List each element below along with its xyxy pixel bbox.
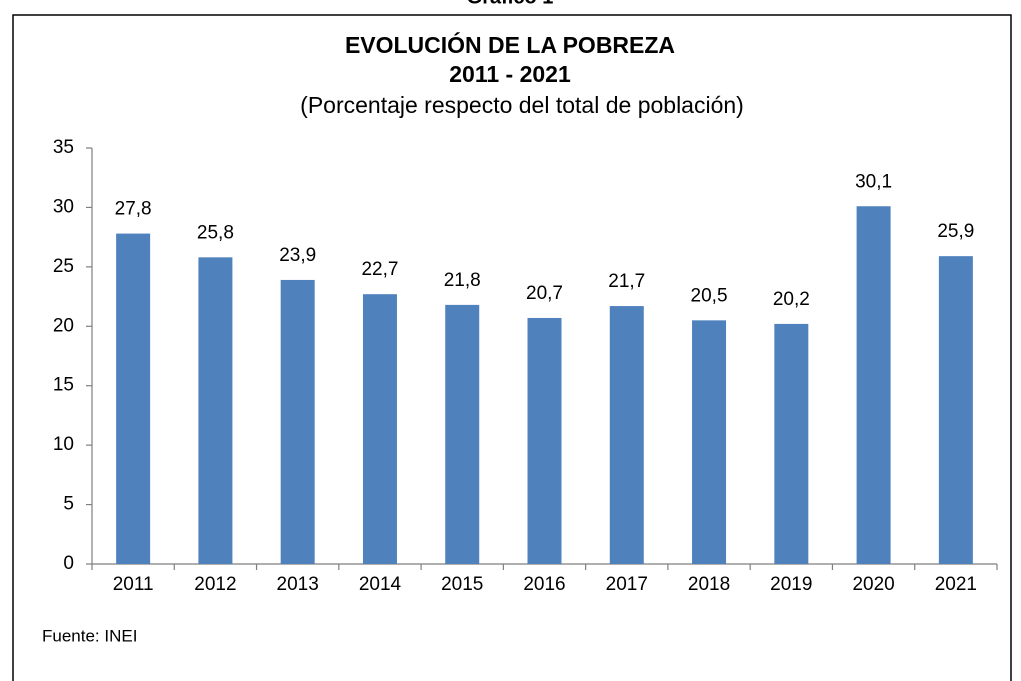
value-label: 25,8 (197, 222, 234, 243)
y-tick-label: 30 (53, 196, 74, 217)
bar (445, 304, 480, 564)
bar (938, 256, 973, 564)
value-label: 20,7 (526, 283, 563, 304)
x-tick-label: 2020 (852, 574, 894, 595)
y-tick-label: 10 (53, 434, 74, 455)
y-tick-label: 15 (53, 375, 74, 396)
value-label: 22,7 (361, 259, 398, 280)
value-label: 27,8 (115, 199, 152, 220)
value-label: 20,2 (773, 289, 810, 310)
x-tick-label: 2013 (277, 574, 319, 595)
y-tick-label: 25 (53, 256, 74, 277)
bar (116, 233, 151, 564)
bar (774, 323, 809, 564)
value-label: 20,5 (691, 285, 728, 306)
bar (527, 317, 562, 564)
x-tick-label: 2011 (113, 574, 154, 595)
chart-subtitle: (Porcentaje respecto del total de poblac… (300, 92, 744, 118)
bar (362, 294, 397, 564)
bar (280, 279, 315, 564)
y-tick-label: 20 (53, 315, 74, 336)
value-label: 25,9 (937, 221, 974, 242)
bar (856, 206, 891, 565)
chart-title: EVOLUCIÓN DE LA POBREZA (345, 31, 675, 58)
x-tick-label: 2021 (935, 574, 977, 595)
x-tick-label: 2017 (606, 574, 648, 595)
caption: Gráfico 1 (467, 0, 554, 8)
x-tick-label: 2018 (688, 574, 730, 595)
value-label: 23,9 (279, 245, 316, 266)
x-tick-label: 2015 (441, 574, 483, 595)
value-label: 21,7 (608, 271, 645, 292)
bar (692, 320, 727, 564)
value-label: 30,1 (855, 171, 892, 192)
y-tick-label: 0 (63, 553, 74, 574)
x-tick-label: 2014 (359, 574, 402, 595)
frame (12, 14, 1012, 681)
value-label: 21,8 (444, 270, 481, 291)
x-tick-label: 2019 (770, 574, 812, 595)
x-tick-label: 2012 (194, 574, 236, 595)
chart-title-line2: 2011 - 2021 (449, 61, 571, 87)
bar (609, 306, 644, 564)
source: Fuente: INEI (42, 626, 137, 645)
y-tick-label: 5 (63, 494, 74, 515)
bar (198, 257, 233, 564)
y-tick-label: 35 (53, 137, 74, 158)
x-tick-label: 2016 (523, 574, 565, 595)
